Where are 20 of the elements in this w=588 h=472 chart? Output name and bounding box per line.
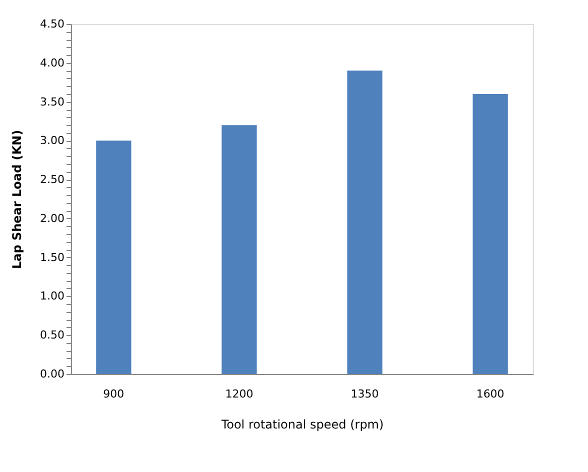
y-axis-title: Lap Shear Load (KN) (10, 130, 24, 270)
y-tick-label: 0.50 (40, 328, 64, 342)
bar (472, 94, 508, 374)
y-tick-label: 3.00 (40, 134, 64, 148)
y-tick-label: 2.00 (40, 212, 64, 225)
x-tick-label: 1350 (350, 388, 379, 400)
y-tick-label: 0.00 (40, 368, 64, 380)
y-tick-label: 4.50 (40, 18, 64, 30)
y-tick-label: 2.50 (40, 173, 64, 186)
y-tick-label: 1.50 (40, 250, 64, 264)
x-tick-label: 1600 (476, 388, 504, 400)
x-axis-title: Tool rotational speed (rpm) (220, 418, 384, 432)
bar (222, 125, 257, 374)
x-tick-label: 900 (103, 388, 124, 400)
y-tick-label: 4.00 (40, 56, 64, 70)
bar (96, 140, 132, 374)
y-tick-label: 1.00 (40, 290, 64, 303)
bar (347, 70, 382, 374)
y-tick-label: 3.50 (40, 95, 64, 108)
x-tick-label: 1200 (225, 388, 254, 400)
